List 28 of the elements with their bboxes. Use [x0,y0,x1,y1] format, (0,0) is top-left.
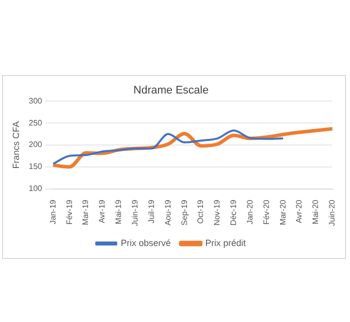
x-tick-label: Juin-19 [130,199,140,226]
y-tick-label: 150 [28,162,43,172]
x-tick-label: Mar-19 [81,199,90,226]
legend-label: Prix observé [120,238,171,248]
y-tick-label: 200 [28,140,43,150]
x-tick-label: Oct-19 [196,199,206,224]
chart-title: Ndrame Escale [133,84,209,97]
x-tick-label: Mai-20 [311,199,320,224]
legend-label: Prix prédit [205,238,246,248]
x-tick-label: Déc-19 [229,199,238,226]
x-tick-label: Jan-20 [245,199,254,224]
x-tick-label: Avr-20 [294,199,304,224]
y-axis-title: Francs CFA [10,121,21,169]
x-tick-label: Fév-20 [262,199,271,225]
x-tick-label: Juil-19 [146,199,156,224]
x-tick-label: Sep-19 [180,199,189,226]
x-tick-label: Aou-19 [163,199,172,226]
y-tick-label: 300 [28,96,43,106]
x-tick-label: Mai-19 [114,199,124,224]
x-tick-label: Fév-19 [64,199,74,225]
y-tick-label: 250 [28,118,43,128]
line-series [52,130,284,165]
x-tick-label: Mar-20 [278,199,288,226]
x-tick-label: Jan-19 [48,199,58,224]
x-tick-label: Juin-20 [328,199,337,226]
y-tick-label: 100 [28,184,43,193]
x-tick-label: Avr-19 [98,199,107,224]
x-tick-label: Nov-19 [212,199,222,226]
